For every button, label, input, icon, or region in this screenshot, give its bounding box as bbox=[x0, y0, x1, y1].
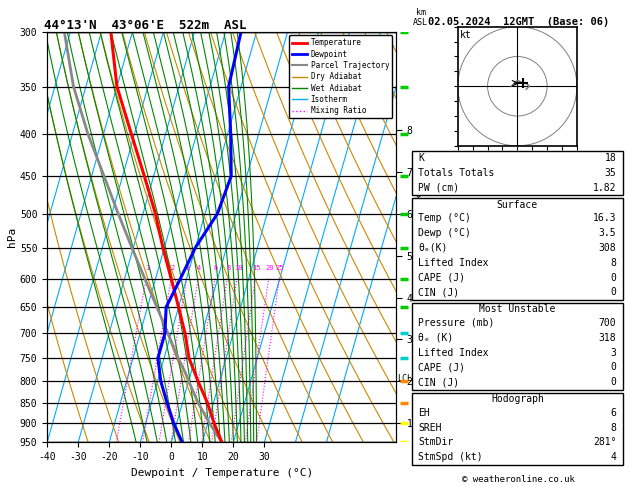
Text: 18: 18 bbox=[604, 153, 616, 163]
Text: 4: 4 bbox=[197, 265, 201, 271]
Text: © weatheronline.co.uk: © weatheronline.co.uk bbox=[462, 474, 576, 484]
Text: θₑ(K): θₑ(K) bbox=[418, 243, 448, 253]
Text: 35: 35 bbox=[604, 168, 616, 178]
Text: kt: kt bbox=[460, 30, 472, 40]
Text: 1.82: 1.82 bbox=[593, 183, 616, 192]
Text: 44°13'N  43°06'E  522m  ASL: 44°13'N 43°06'E 522m ASL bbox=[43, 18, 246, 32]
Text: Dewp (°C): Dewp (°C) bbox=[418, 228, 471, 238]
Text: 3: 3 bbox=[611, 347, 616, 358]
Text: Hodograph: Hodograph bbox=[491, 394, 544, 404]
Text: 2: 2 bbox=[170, 265, 174, 271]
Text: Totals Totals: Totals Totals bbox=[418, 168, 494, 178]
Text: Pressure (mb): Pressure (mb) bbox=[418, 318, 494, 328]
Text: EH: EH bbox=[418, 408, 430, 418]
Text: 3: 3 bbox=[186, 265, 190, 271]
Text: LCL: LCL bbox=[397, 374, 412, 383]
Text: PW (cm): PW (cm) bbox=[418, 183, 459, 192]
Text: 10: 10 bbox=[234, 265, 242, 271]
Text: CIN (J): CIN (J) bbox=[418, 287, 459, 297]
Text: 8: 8 bbox=[611, 423, 616, 433]
Text: 0: 0 bbox=[611, 287, 616, 297]
Text: 25: 25 bbox=[276, 265, 284, 271]
Text: 308: 308 bbox=[599, 243, 616, 253]
Bar bbox=[412, 151, 623, 195]
Text: 281°: 281° bbox=[593, 437, 616, 448]
Text: θₑ (K): θₑ (K) bbox=[418, 333, 454, 343]
Y-axis label: Mixing Ratio (g/kg): Mixing Ratio (g/kg) bbox=[415, 181, 425, 293]
Text: Most Unstable: Most Unstable bbox=[479, 304, 555, 314]
Text: SREH: SREH bbox=[418, 423, 442, 433]
Text: Surface: Surface bbox=[497, 200, 538, 209]
Text: 3.5: 3.5 bbox=[599, 228, 616, 238]
Text: 0: 0 bbox=[611, 377, 616, 387]
Text: StmSpd (kt): StmSpd (kt) bbox=[418, 452, 483, 462]
Text: Temp (°C): Temp (°C) bbox=[418, 213, 471, 223]
Text: K: K bbox=[418, 153, 424, 163]
Text: 0: 0 bbox=[611, 363, 616, 372]
Bar bbox=[412, 198, 623, 300]
Text: 700: 700 bbox=[599, 318, 616, 328]
Text: 20: 20 bbox=[265, 265, 274, 271]
Bar bbox=[412, 303, 623, 390]
X-axis label: Dewpoint / Temperature (°C): Dewpoint / Temperature (°C) bbox=[131, 468, 313, 478]
Text: 15: 15 bbox=[252, 265, 260, 271]
Y-axis label: hPa: hPa bbox=[7, 227, 17, 247]
Text: 02.05.2024  12GMT  (Base: 06): 02.05.2024 12GMT (Base: 06) bbox=[428, 17, 610, 27]
Text: 318: 318 bbox=[599, 333, 616, 343]
Text: Lifted Index: Lifted Index bbox=[418, 347, 489, 358]
Text: CAPE (J): CAPE (J) bbox=[418, 363, 465, 372]
Text: CAPE (J): CAPE (J) bbox=[418, 273, 465, 282]
Text: Lifted Index: Lifted Index bbox=[418, 258, 489, 268]
Bar bbox=[412, 393, 623, 465]
Text: 8: 8 bbox=[611, 258, 616, 268]
Text: 6: 6 bbox=[214, 265, 218, 271]
Text: 8: 8 bbox=[226, 265, 230, 271]
Text: 1: 1 bbox=[145, 265, 149, 271]
Text: 4: 4 bbox=[611, 452, 616, 462]
Text: CIN (J): CIN (J) bbox=[418, 377, 459, 387]
Text: 16.3: 16.3 bbox=[593, 213, 616, 223]
Text: 6: 6 bbox=[611, 408, 616, 418]
Text: StmDir: StmDir bbox=[418, 437, 454, 448]
Text: km
ASL: km ASL bbox=[413, 8, 428, 28]
Text: 0: 0 bbox=[611, 273, 616, 282]
Legend: Temperature, Dewpoint, Parcel Trajectory, Dry Adiabat, Wet Adiabat, Isotherm, Mi: Temperature, Dewpoint, Parcel Trajectory… bbox=[289, 35, 392, 118]
